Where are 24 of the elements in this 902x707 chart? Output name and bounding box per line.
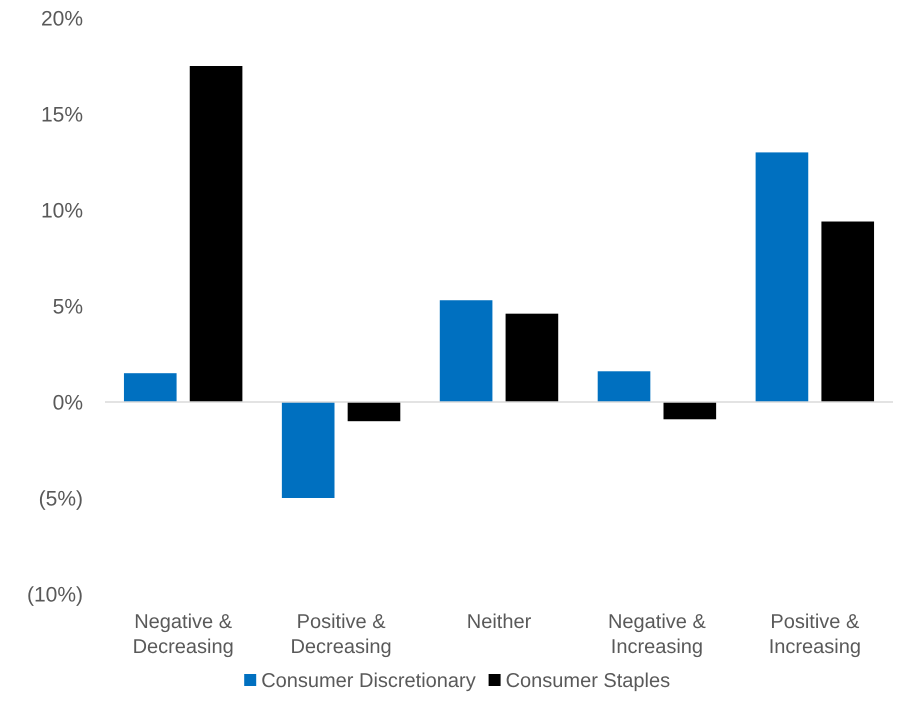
legend-label: Consumer Staples bbox=[506, 670, 670, 692]
bar bbox=[598, 371, 650, 402]
x-tick-label: Negative & Decreasing bbox=[132, 611, 234, 658]
bar bbox=[663, 402, 716, 420]
y-tick-label: 20% bbox=[40, 7, 83, 30]
bar bbox=[190, 66, 242, 402]
bar bbox=[440, 300, 492, 402]
x-tick-label: Neither bbox=[466, 611, 532, 633]
x-tick-label: Positive & Decreasing bbox=[290, 611, 392, 658]
y-tick-label: 5% bbox=[52, 295, 83, 318]
bar bbox=[821, 222, 874, 402]
y-tick-label: (10%) bbox=[26, 583, 83, 606]
x-tick-label: Negative & Increasing bbox=[608, 611, 706, 658]
bar bbox=[756, 152, 808, 402]
y-tick-label: 10% bbox=[40, 199, 83, 222]
legend-label: Consumer Discretionary bbox=[261, 670, 476, 692]
bar bbox=[124, 373, 177, 402]
y-tick-label: 15% bbox=[40, 103, 83, 126]
x-tick-label: Positive & Increasing bbox=[768, 611, 861, 658]
y-tick-label: (5%) bbox=[38, 487, 83, 510]
bar bbox=[282, 402, 335, 498]
bar bbox=[348, 402, 400, 422]
bar bbox=[506, 314, 558, 402]
y-tick-label: 0% bbox=[52, 391, 83, 414]
